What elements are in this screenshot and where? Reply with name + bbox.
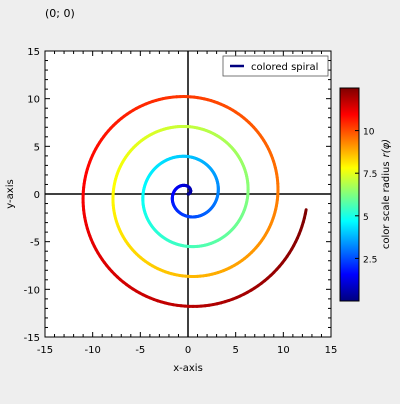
spiral-segment bbox=[305, 210, 306, 214]
colorbar-label: color scale radius r(φ) bbox=[381, 139, 392, 249]
x-tick-label: 10 bbox=[277, 345, 290, 356]
y-tick-label: 0 bbox=[34, 190, 40, 201]
x-tick-label: -15 bbox=[37, 345, 53, 356]
colorbar-tick-label: 5 bbox=[363, 213, 369, 223]
x-tick-label: 5 bbox=[232, 345, 238, 356]
y-tick-label: 10 bbox=[27, 95, 40, 106]
colorbar-label-text: color scale radius bbox=[381, 161, 392, 249]
x-axis-label: x-axis bbox=[173, 363, 203, 374]
colorbar: 2.5 5 7.5 10 color scale radius r(φ) bbox=[340, 88, 392, 301]
y-tick-label: 5 bbox=[34, 142, 40, 153]
y-tick-label: -10 bbox=[24, 285, 40, 296]
x-tick-label: -10 bbox=[84, 345, 100, 356]
legend: colored spiral bbox=[223, 56, 328, 76]
legend-entry: colored spiral bbox=[251, 62, 318, 73]
colorbar-tick-label: 2.5 bbox=[363, 255, 377, 265]
colorbar-label-math: r(φ) bbox=[381, 139, 392, 158]
x-tick-label: 15 bbox=[325, 345, 338, 356]
colorbar-tick-label: 10 bbox=[363, 128, 375, 138]
x-tick-label: -5 bbox=[135, 345, 145, 356]
y-tick-label: -15 bbox=[24, 333, 40, 344]
colorbar-gradient bbox=[340, 88, 359, 301]
x-tick-label: 0 bbox=[185, 345, 191, 356]
y-axis-label: y-axis bbox=[5, 179, 16, 208]
coordinate-readout: (0; 0) bbox=[45, 7, 75, 20]
y-tick-label: -5 bbox=[30, 238, 40, 249]
y-tick-label: 15 bbox=[27, 47, 40, 58]
colorbar-tick-label: 7.5 bbox=[363, 170, 377, 180]
